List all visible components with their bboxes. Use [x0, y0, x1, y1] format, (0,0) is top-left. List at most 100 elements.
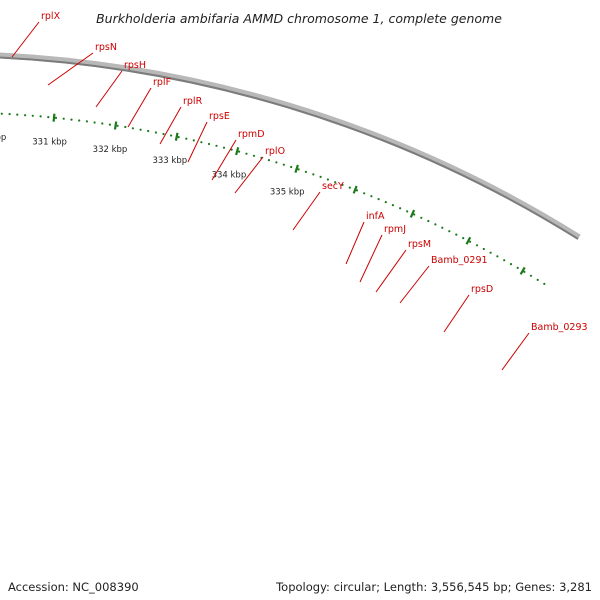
scale-dot [462, 237, 465, 240]
label-leader [47, 52, 94, 86]
scale-dot [475, 244, 479, 247]
scale-dot [85, 120, 88, 123]
label-leader [501, 332, 530, 371]
scale-dot [215, 144, 218, 147]
gene-label-rplO: rplO [265, 146, 285, 157]
scale-dot [399, 207, 402, 210]
scale-dot [8, 113, 11, 116]
label-leader [443, 294, 470, 333]
scale-dot [384, 201, 387, 204]
scale-label: 331 kbp [32, 138, 67, 148]
label-leader [399, 265, 430, 304]
scale-dot [124, 125, 127, 129]
scale-dot [93, 121, 96, 124]
gene-label-Bamb_0293: Bamb_0293 [531, 322, 588, 333]
scale-dot [297, 168, 300, 171]
scale-dot [503, 259, 506, 262]
scale-dot [489, 251, 492, 254]
scale-dot [482, 247, 485, 251]
label-leader [345, 221, 365, 265]
scale-tick [519, 266, 526, 275]
scale-tick [352, 185, 358, 194]
scale-label: 330 kbp [0, 133, 6, 143]
scale-dot [312, 173, 315, 176]
gene-label-rplF: rplF [153, 77, 171, 88]
gene-label-Bamb_0291: Bamb_0291 [431, 255, 488, 266]
scale-dot [516, 266, 519, 269]
scale-tick [409, 209, 416, 218]
label-leader [159, 106, 182, 145]
scale-dot [139, 128, 142, 131]
scale-dot [290, 165, 293, 169]
gene-label-rpsE: rpsE [209, 111, 230, 122]
scale-dot [355, 189, 359, 192]
gene-label-rpsD: rpsD [471, 284, 493, 295]
scale-dot [319, 175, 322, 178]
scale-dot [267, 159, 270, 162]
scale-dot [523, 270, 526, 273]
scale-dot [509, 263, 513, 266]
scale-label: 333 kbp [152, 156, 187, 166]
scale-dot [170, 134, 173, 137]
scale-dot [147, 129, 150, 133]
scale-tick [465, 236, 472, 245]
gene-label-rpsM: rpsM [408, 239, 431, 250]
backbone-edge [0, 56, 579, 240]
label-leader [11, 21, 40, 58]
scale-dot [275, 161, 278, 164]
scale-dot [222, 146, 226, 149]
scale-dot [282, 163, 285, 166]
scale-dot [207, 142, 211, 146]
scale-dot [116, 124, 119, 127]
scale-dot [200, 141, 203, 144]
scale-dot [377, 198, 380, 201]
accession-text: Accession: NC_008390 [8, 580, 139, 594]
label-leader [292, 191, 321, 231]
scale-dot [39, 115, 42, 118]
scale-dot [16, 113, 19, 116]
scale-label: 335 kbp [270, 188, 305, 198]
scale-dot [391, 204, 394, 207]
label-leader [375, 249, 407, 293]
scale-dot [252, 154, 256, 157]
scale-dot [469, 240, 472, 243]
scale-dot [78, 119, 81, 122]
scale-dot [54, 116, 58, 119]
scale-dot [304, 170, 307, 173]
scale-dot [529, 274, 533, 277]
map-title: Burkholderia ambifaria AMMD chromosome 1… [96, 11, 502, 26]
scale-tick [174, 132, 179, 141]
scale-tick [113, 121, 118, 130]
label-leader [234, 156, 264, 194]
scale-label: 334 kbp [212, 170, 247, 180]
gene-label-infA: infA [366, 211, 385, 222]
scale-dot [370, 195, 373, 198]
scale-tick [52, 113, 56, 122]
scale-dot [177, 136, 180, 139]
label-leader [127, 87, 152, 128]
scale-tick [294, 164, 299, 173]
scale-label: 332 kbp [93, 145, 128, 155]
scale-dot [245, 152, 248, 155]
scale-dot [455, 233, 458, 236]
scale-dot [162, 132, 165, 136]
gene-label-rpsH: rpsH [124, 60, 146, 71]
scale-dot [70, 118, 73, 121]
scale-dot [24, 114, 27, 117]
topology-text: Topology: circular; Length: 3,556,545 bp… [276, 580, 592, 594]
backbone-ring [0, 52, 581, 240]
label-leader [95, 70, 123, 108]
scale-dot [496, 255, 499, 258]
scale-dot [62, 117, 65, 120]
scale-dot [154, 131, 157, 134]
scale-dot [434, 223, 437, 226]
scale-dot [448, 230, 451, 233]
scale-dot [185, 137, 188, 140]
scale-dot [363, 192, 366, 195]
scale-dot [441, 226, 444, 229]
scale-dot [536, 278, 539, 281]
scale-dot [348, 186, 351, 189]
